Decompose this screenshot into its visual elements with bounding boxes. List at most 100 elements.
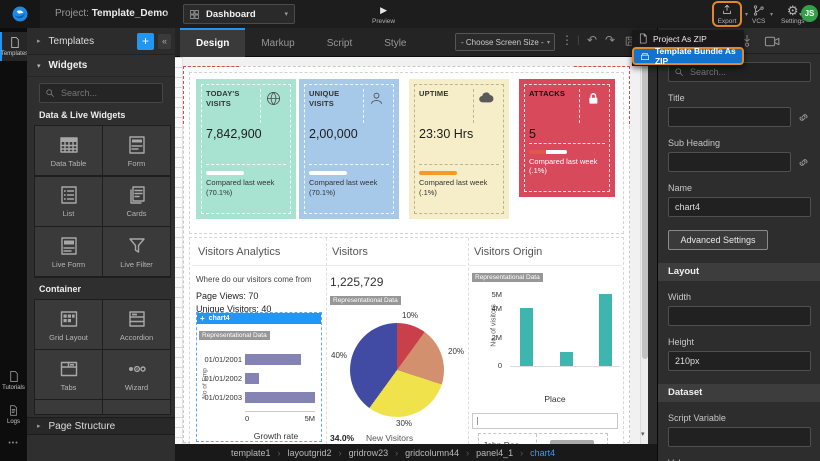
breadcrumb-gridrow23[interactable]: gridrow23	[348, 447, 389, 458]
scroll-down-icon[interactable]: ▾	[641, 431, 645, 438]
design-canvas[interactable]: TODAY'S VISITS 7,842,900 Compared last w…	[175, 57, 648, 444]
more-menu-icon[interactable]: •••	[8, 440, 19, 447]
gear-icon: ⚙	[786, 2, 799, 18]
export-button[interactable]: Export	[712, 1, 742, 27]
advanced-settings-button[interactable]: Advanced Settings	[668, 230, 768, 250]
widget-list[interactable]: List	[35, 176, 102, 226]
widget-search-box[interactable]	[39, 83, 163, 103]
dashboard-root-container[interactable]: TODAY'S VISITS 7,842,900 Compared last w…	[183, 66, 630, 444]
title-label: Title	[668, 93, 685, 103]
charts-row[interactable]: Visitors Analytics Where do our visitors…	[189, 237, 624, 444]
width-input[interactable]	[668, 306, 811, 326]
more-options-icon[interactable]: ⋮	[561, 33, 573, 47]
panel-visitors[interactable]: Visitors 1,225,729 Representational Data…	[326, 242, 466, 444]
tab-script[interactable]: Script	[326, 38, 353, 49]
page-structure-header[interactable]: ▸ Page Structure	[27, 417, 175, 435]
widget-accordion[interactable]: Accordion	[103, 300, 170, 349]
branch-icon	[752, 3, 765, 17]
table-filter-input[interactable]	[472, 413, 618, 429]
redo-icon[interactable]: ↷	[605, 33, 616, 47]
breadcrumb-chart4[interactable]: chart4	[530, 447, 556, 458]
panel-visitors-analytics[interactable]: Visitors Analytics Where do our visitors…	[192, 242, 326, 442]
scrollbar-thumb[interactable]	[642, 59, 648, 359]
form-icon	[128, 135, 145, 154]
card-unique-visits[interactable]: UNIQUE VISITS 2,00,000 Compared last wee…	[299, 79, 399, 219]
widget-cell-partial[interactable]: ·····	[103, 400, 170, 414]
bind-link-icon[interactable]	[797, 111, 811, 124]
screen-size-dropdown[interactable]: - Choose Screen Size - ▾	[455, 33, 555, 51]
accordion-icon	[128, 310, 145, 327]
properties-panel: Title Sub Heading Name Advanced Settings…	[657, 28, 820, 461]
tab-design[interactable]: Design	[180, 28, 246, 57]
section-dataset: Dataset	[658, 384, 820, 402]
rail-item-logs[interactable]: Logs	[0, 400, 27, 429]
properties-search-input[interactable]	[688, 66, 805, 78]
left-rail: Templates Tutorials Logs •••	[0, 28, 28, 461]
height-input[interactable]	[668, 351, 811, 371]
data-table[interactable]: John Doe 20	[478, 433, 608, 444]
move-icon[interactable]: +	[200, 313, 205, 323]
wizard-icon	[128, 365, 146, 372]
add-template-button[interactable]: +	[137, 33, 154, 50]
rail-item-templates[interactable]: Templates	[0, 32, 28, 61]
widget-wizard[interactable]: Wizard	[103, 350, 170, 399]
user-avatar[interactable]: JS	[801, 5, 818, 22]
widget-grid-layout[interactable]: Grid Layout	[35, 300, 102, 349]
tabs-icon	[60, 361, 77, 376]
card-attacks[interactable]: ATTACKS 5 Compared last week (.1%)	[519, 79, 615, 197]
selected-chart-widget[interactable]: + chart4 Representational Data No of Emp…	[196, 312, 322, 442]
breadcrumb-panel4-1[interactable]: panel4_1	[476, 447, 514, 458]
canvas-scrollbar[interactable]: ▾	[640, 57, 648, 444]
x-axis-label: Place	[544, 394, 566, 404]
name-input[interactable]	[668, 197, 811, 217]
bar	[520, 308, 533, 366]
representational-data-badge: Representational Data	[330, 296, 401, 305]
clipped-stat: Unique Visitors: 40	[196, 304, 272, 312]
search-icon	[675, 68, 683, 76]
breadcrumb-layoutgrid2[interactable]: layoutgrid2	[287, 447, 332, 458]
widget-form[interactable]: Form	[103, 126, 170, 175]
widget-data-table[interactable]: Data Table	[35, 126, 102, 175]
page-selector-dropdown[interactable]: Dashboard ▾	[183, 4, 295, 24]
widget-selection-header[interactable]: + chart4	[197, 313, 321, 324]
rail-item-tutorials[interactable]: Tutorials	[0, 366, 27, 395]
tutorials-icon	[9, 370, 18, 383]
partial-icon[interactable]	[742, 35, 752, 48]
export-caret-icon: ▾	[745, 12, 749, 18]
panel-visitors-origin[interactable]: Visitors Origin Representational Data No…	[468, 242, 622, 444]
preview-button[interactable]: ▶ Preview	[372, 4, 396, 26]
widget-search-input[interactable]	[59, 87, 157, 99]
subheading-input[interactable]	[668, 152, 791, 172]
camera-icon[interactable]	[764, 35, 781, 48]
properties-search-box[interactable]	[668, 62, 811, 82]
title-input[interactable]	[668, 107, 791, 127]
settings-button[interactable]: ⚙ Settings	[781, 2, 805, 26]
script-variable-input[interactable]	[668, 427, 811, 447]
vertical-bar-chart: No. of visitors 5M 4M 2M 0	[472, 288, 620, 388]
tab-style[interactable]: Style	[384, 38, 407, 49]
project-label: Project: Template_Demo	[55, 8, 169, 19]
stats-cards-row[interactable]: TODAY'S VISITS 7,842,900 Compared last w…	[189, 72, 624, 234]
breadcrumb-gridcolumn44[interactable]: gridcolumn44	[405, 447, 460, 458]
bind-link-icon[interactable]	[797, 156, 811, 169]
card-todays-visits[interactable]: TODAY'S VISITS 7,842,900 Compared last w…	[196, 79, 296, 219]
card-uptime[interactable]: UPTIME 23:30 Hrs Compared last week (.1%…	[409, 79, 509, 219]
lock-icon	[579, 89, 605, 123]
collapse-panel-button[interactable]: «	[158, 34, 171, 49]
widget-live-filter[interactable]: Live Filter	[103, 227, 170, 277]
progress-bar	[206, 171, 244, 175]
widget-cell-partial[interactable]	[35, 400, 102, 414]
pie-legend: 34.0%New Visitors 56.0%Return Visitors	[330, 433, 414, 443]
vcs-button[interactable]: VCS	[752, 3, 765, 25]
widget-cards[interactable]: Cards	[103, 176, 170, 226]
widget-live-form[interactable]: Live Form	[35, 227, 102, 277]
menu-item-template-bundle-zip[interactable]: Template Bundle As ZIP	[632, 46, 744, 66]
x-axis-label: Growth rate	[253, 431, 299, 441]
widget-tabs[interactable]: Tabs	[35, 350, 102, 399]
widgets-section-header[interactable]: ▾ Widgets	[27, 55, 175, 77]
menu-item-project-zip[interactable]: Project As ZIP	[632, 30, 744, 47]
undo-icon[interactable]: ↶	[587, 33, 598, 47]
breadcrumb-template1[interactable]: template1	[231, 447, 271, 458]
app-logo[interactable]	[0, 0, 40, 28]
tab-markup[interactable]: Markup	[261, 38, 295, 49]
